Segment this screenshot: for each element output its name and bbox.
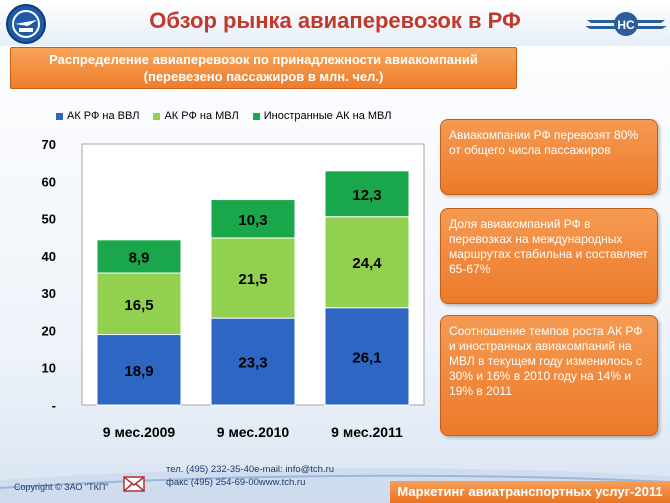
- legend-swatch-1: [56, 112, 63, 120]
- copyright-text: Copyright © ЗАО "ТКП": [14, 482, 109, 492]
- page-title: Обзор рынка авиаперевозок в РФ: [149, 8, 521, 33]
- bar-segment: [210, 199, 296, 239]
- mail-icon[interactable]: [123, 476, 145, 492]
- x-tick-label: 9 мес.2011: [331, 424, 403, 440]
- legend-swatch-3: [252, 112, 260, 120]
- legend-label-1: АК РФ на ВВЛ: [67, 110, 140, 122]
- legend-label-2: АК РФ на МВЛ: [164, 110, 239, 122]
- legend-swatch-2: [153, 112, 161, 120]
- bar-segment: [96, 239, 182, 274]
- subtitle-line-1: Распределение авиаперевозок по принадлеж…: [49, 52, 478, 67]
- y-tick-label: 30: [42, 286, 56, 301]
- y-tick-label: 10: [42, 361, 56, 376]
- legend-item-2: АК РФ на МВЛ: [153, 110, 239, 122]
- callout-2: Доля авиакомпаний РФ в перевозках на меж…: [440, 208, 658, 304]
- callout-3: Соотношение темпов роста АК РФ и иностра…: [440, 315, 658, 436]
- data-label: 26,1: [352, 349, 381, 366]
- bar-segment: [324, 170, 410, 218]
- data-label: 8,9: [129, 249, 150, 266]
- bar-segment: [96, 272, 182, 336]
- y-tick-label: 60: [42, 174, 56, 189]
- legend-item-1: АК РФ на ВВЛ: [56, 110, 139, 122]
- data-label: 10,3: [238, 212, 267, 229]
- company-logo-icon: [6, 4, 46, 44]
- contacts-line-1: тел. (495) 232-35-40e-mail: info@tch.ru: [166, 463, 336, 476]
- wings-logo-icon: НС: [585, 12, 667, 36]
- data-label: 12,3: [352, 187, 381, 204]
- data-label: 24,4: [352, 255, 382, 272]
- y-tick-label: 40: [42, 249, 56, 264]
- contacts-block: тел. (495) 232-35-40e-mail: info@tch.ru …: [166, 463, 336, 489]
- email-link[interactable]: e-mail: info@tch.ru: [254, 464, 335, 475]
- bar-segment: [210, 317, 296, 406]
- bar-segment: [324, 216, 410, 309]
- bar-segment: [210, 237, 296, 319]
- fax-text: факс (495) 254-69-00: [166, 477, 259, 488]
- x-tick-label: 9 мес.2010: [217, 424, 290, 440]
- data-label: 16,5: [124, 297, 153, 314]
- contacts-line-2: факс (495) 254-69-00www.tch.ru: [166, 476, 336, 489]
- data-label: 18,9: [124, 363, 153, 380]
- y-tick-label: 50: [42, 212, 56, 227]
- legend-label-3: Иностранные АК на МВЛ: [263, 110, 392, 122]
- legend-item-3: Иностранные АК на МВЛ: [252, 110, 392, 122]
- y-tick-label: 70: [42, 137, 56, 152]
- x-tick-label: 9 мес.2009: [103, 424, 176, 440]
- bar-segment: [96, 334, 182, 406]
- right-logo-text: НС: [617, 18, 635, 32]
- y-tick-label: 20: [42, 323, 56, 338]
- subtitle-line-2: (перевезено пассажиров в млн. чел.): [143, 69, 384, 84]
- website-link[interactable]: www.tch.ru: [258, 477, 306, 488]
- chart-subtitle-box: Распределение авиаперевозок по принадлеж…: [10, 47, 517, 89]
- chart-legend: АК РФ на ВВЛ АК РФ на МВЛ Иностранные АК…: [56, 110, 391, 122]
- callout-1: Авиакомпании РФ перевозят 80% от общего …: [440, 119, 658, 195]
- footer-banner: Маркетинг авиатранспортных услуг-2011: [390, 481, 670, 503]
- data-label: 21,5: [238, 271, 267, 288]
- phone-text: тел. (495) 232-35-40: [166, 464, 255, 475]
- header: [0, 0, 670, 46]
- data-label: 23,3: [238, 355, 267, 372]
- y-tick-label: -: [52, 398, 56, 413]
